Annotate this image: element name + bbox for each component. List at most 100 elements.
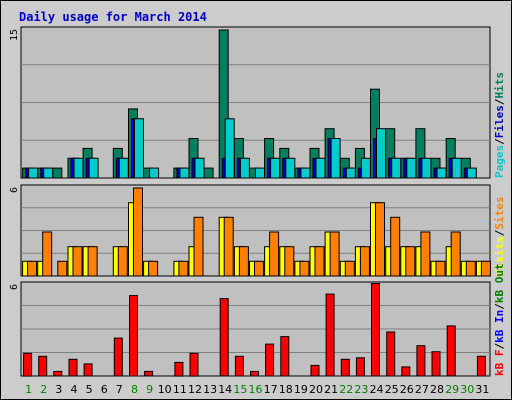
bar-sites-day-27 bbox=[420, 231, 431, 277]
legend-entry-hits: Hits bbox=[493, 72, 506, 99]
legend-entry-kb-in: kB In bbox=[493, 310, 506, 343]
x-label-day-29: 29 bbox=[445, 383, 459, 396]
bar-sites-day-9 bbox=[148, 260, 159, 277]
legend-separator: / bbox=[493, 138, 506, 145]
bar-sites-day-31 bbox=[480, 260, 491, 277]
bar-sites-day-26 bbox=[405, 246, 416, 277]
bar-sites-day-8 bbox=[133, 187, 143, 277]
legend-top: Pages/Files/Hits bbox=[493, 72, 506, 178]
bar-sites-day-25 bbox=[390, 216, 401, 277]
bar-pages-day-8 bbox=[134, 118, 144, 179]
y-tick-label-middle: 6 bbox=[9, 187, 20, 193]
x-label-day-4: 4 bbox=[71, 383, 78, 396]
bar-kb-f-day-14 bbox=[219, 298, 229, 377]
bar-kb-f-day-4 bbox=[68, 358, 78, 377]
x-label-day-20: 20 bbox=[309, 383, 323, 396]
bar-kb-f-day-21 bbox=[325, 293, 335, 377]
bar-pages-day-23 bbox=[360, 157, 371, 179]
x-label-day-12: 12 bbox=[188, 383, 202, 396]
bar-sites-day-5 bbox=[87, 246, 98, 277]
bar-kb-f-day-18 bbox=[280, 336, 290, 377]
legend-entry-visits: Visits bbox=[493, 236, 506, 276]
bar-kb-f-day-17 bbox=[265, 343, 275, 377]
legend-separator: / bbox=[493, 303, 506, 310]
bar-pages-day-21 bbox=[330, 138, 341, 179]
bar-pages-day-16 bbox=[255, 167, 265, 179]
x-label-day-10: 10 bbox=[158, 383, 172, 396]
x-label-day-22: 22 bbox=[339, 383, 353, 396]
x-label-day-24: 24 bbox=[370, 383, 384, 396]
bar-sites-day-29 bbox=[450, 231, 461, 277]
bar-pages-day-11 bbox=[179, 167, 190, 179]
bar-kb-f-day-15 bbox=[234, 355, 244, 377]
bar-sites-day-14 bbox=[223, 216, 234, 277]
legend-bottom: kB F/kB In/kB Out bbox=[493, 263, 506, 376]
x-label-day-1: 1 bbox=[25, 383, 32, 396]
legend-separator: / bbox=[493, 229, 506, 236]
bar-kb-f-day-2 bbox=[38, 355, 48, 377]
legend-middle: Visits/Sites bbox=[493, 197, 506, 277]
x-label-day-14: 14 bbox=[218, 383, 232, 396]
x-label-day-23: 23 bbox=[354, 383, 368, 396]
bar-pages-day-5 bbox=[88, 157, 99, 179]
bar-sites-day-15 bbox=[238, 246, 249, 277]
bar-kb-f-day-16 bbox=[250, 370, 259, 377]
bar-kb-f-day-9 bbox=[144, 370, 154, 377]
x-label-day-13: 13 bbox=[203, 383, 217, 396]
bar-pages-day-18 bbox=[285, 157, 296, 179]
legend-entry-pages: Pages bbox=[493, 145, 506, 178]
x-label-day-21: 21 bbox=[324, 383, 338, 396]
bar-sites-day-30 bbox=[465, 260, 476, 277]
bar-kb-f-day-29 bbox=[446, 325, 456, 377]
x-label-day-2: 2 bbox=[40, 383, 47, 396]
bar-kb-f-day-7 bbox=[113, 337, 123, 377]
bar-kb-f-day-25 bbox=[386, 331, 396, 377]
y-tick-label-bottom: 6 bbox=[9, 284, 20, 290]
x-label-day-17: 17 bbox=[264, 383, 278, 396]
bar-sites-day-19 bbox=[299, 260, 310, 277]
x-label-day-30: 30 bbox=[460, 383, 474, 396]
x-label-day-19: 19 bbox=[294, 383, 308, 396]
bar-pages-day-15 bbox=[239, 157, 250, 179]
bar-sites-day-20 bbox=[314, 246, 325, 277]
bar-sites-day-7 bbox=[117, 246, 128, 277]
x-label-day-8: 8 bbox=[131, 383, 138, 396]
bar-pages-day-7 bbox=[118, 157, 129, 179]
x-label-day-5: 5 bbox=[86, 383, 93, 396]
x-label-day-27: 27 bbox=[415, 383, 429, 396]
bar-pages-day-12 bbox=[194, 157, 205, 179]
bar-pages-day-30 bbox=[466, 167, 477, 179]
bar-hits-day-3 bbox=[52, 167, 63, 179]
legend-separator: / bbox=[493, 98, 506, 105]
bar-pages-day-4 bbox=[73, 157, 84, 179]
bar-sites-day-23 bbox=[359, 246, 370, 277]
x-label-day-15: 15 bbox=[233, 383, 247, 396]
bar-kb-f-day-8 bbox=[129, 295, 138, 377]
bar-sites-day-22 bbox=[344, 260, 355, 277]
bar-pages-day-17 bbox=[270, 157, 281, 179]
bar-pages-day-25 bbox=[391, 157, 402, 179]
bar-sites-day-21 bbox=[329, 231, 340, 277]
legend-entry-kb-out: kB Out bbox=[493, 263, 506, 303]
bar-kb-f-day-3 bbox=[53, 370, 63, 377]
y-tick-label-top: 15 bbox=[9, 29, 20, 41]
bar-kb-f-day-1 bbox=[23, 352, 33, 377]
bar-kb-f-day-23 bbox=[355, 357, 365, 377]
bar-kb-f-day-5 bbox=[83, 363, 93, 377]
x-label-day-31: 31 bbox=[475, 383, 489, 396]
bar-pages-day-19 bbox=[300, 167, 311, 179]
bar-sites-day-18 bbox=[284, 246, 295, 277]
bar-kb-f-day-12 bbox=[189, 352, 199, 377]
bar-sites-day-4 bbox=[72, 246, 83, 277]
bar-sites-day-24 bbox=[375, 202, 385, 277]
legend-separator: / bbox=[493, 343, 506, 350]
bar-pages-day-24 bbox=[376, 128, 386, 179]
x-label-day-9: 9 bbox=[146, 383, 153, 396]
x-label-day-3: 3 bbox=[55, 383, 62, 396]
bar-kb-f-day-26 bbox=[401, 366, 411, 377]
bar-kb-f-day-24 bbox=[371, 283, 380, 377]
bar-pages-day-2 bbox=[43, 167, 54, 179]
bar-pages-day-22 bbox=[345, 167, 356, 179]
bar-sites-day-3 bbox=[57, 260, 68, 277]
